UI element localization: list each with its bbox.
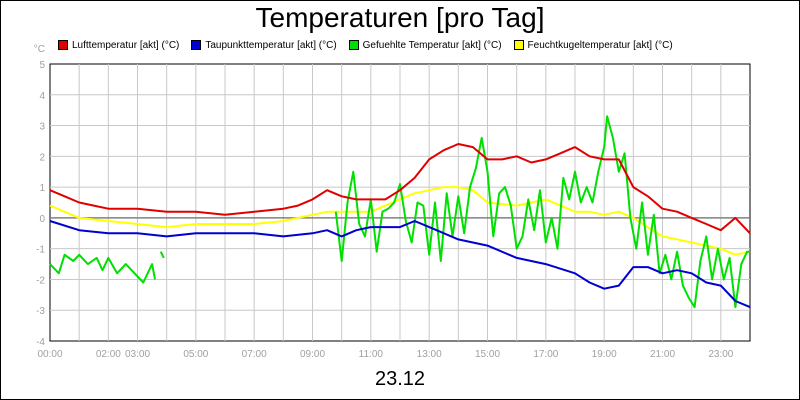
series-line-luft <box>49 143 751 234</box>
chart-title: Temperaturen [pro Tag] <box>255 2 545 33</box>
legend-item-gefuehlt: Gefuehlte Temperatur [akt] (°C) <box>348 38 502 52</box>
series-line-gefuehlt <box>159 251 165 259</box>
x-tick-label: 23:00 <box>708 349 733 360</box>
legend: Lufttemperatur [akt] (°C) Taupunkttemper… <box>58 38 685 52</box>
y-unit-label: °C <box>34 44 45 55</box>
legend-label-feuchtkugel: Feuchtkugeltemperatur [akt] (°C) <box>527 39 673 51</box>
series-line-gefuehlt <box>49 253 156 284</box>
x-tick-label: 19:00 <box>592 349 617 360</box>
x-tick-label: 02:00 <box>96 349 121 360</box>
legend-label-taupunkt: Taupunkttemperatur [akt] (°C) <box>205 39 337 51</box>
legend-swatch-taupunkt <box>191 40 202 50</box>
legend-label-luft: Lufttemperatur [akt] (°C) <box>72 39 180 51</box>
legend-swatch-feuchtkugel <box>513 40 524 50</box>
legend-item-taupunkt: Taupunkttemperatur [akt] (°C) <box>191 38 337 52</box>
date-label: 23.12 <box>374 368 426 390</box>
y-tick-label: 0 <box>39 214 45 225</box>
y-tick-label: 2 <box>39 152 45 163</box>
x-tick-label: 13:00 <box>417 349 442 360</box>
y-tick-label: 5 <box>39 60 45 71</box>
legend-swatch-luft <box>58 40 68 50</box>
legend-item-luft: Lufttemperatur [akt] (°C) <box>58 38 179 52</box>
series-line-taupunkt <box>49 220 751 309</box>
x-tick-label: 15:00 <box>475 349 500 360</box>
y-tick-label: 1 <box>39 183 45 194</box>
legend-swatch-gefuehlt <box>348 40 359 50</box>
y-tick-label: 4 <box>39 91 45 102</box>
y-tick-label: 3 <box>39 122 45 133</box>
x-tick-label: 17:00 <box>533 349 558 360</box>
y-tick-label: -4 <box>36 337 45 348</box>
x-tick-label: 00:00 <box>37 349 62 360</box>
series-line-feuchtkugel <box>49 186 751 256</box>
y-tick-label: -1 <box>36 245 45 256</box>
x-tick-label: 07:00 <box>242 349 267 360</box>
y-tick-label: -3 <box>36 306 45 317</box>
x-tick-label: 11:00 <box>359 349 384 360</box>
x-tick-label: 05:00 <box>183 349 208 360</box>
legend-item-feuchtkugel: Feuchtkugeltemperatur [akt] (°C) <box>513 38 673 52</box>
series-line-gefuehlt <box>334 115 750 309</box>
x-tick-label: 03:00 <box>125 349 150 360</box>
x-tick-label: 09:00 <box>300 349 325 360</box>
x-tick-label: 21:00 <box>650 349 675 360</box>
legend-label-gefuehlt: Gefuehlte Temperatur [akt] (°C) <box>362 39 502 51</box>
y-tick-label: -2 <box>36 275 45 286</box>
